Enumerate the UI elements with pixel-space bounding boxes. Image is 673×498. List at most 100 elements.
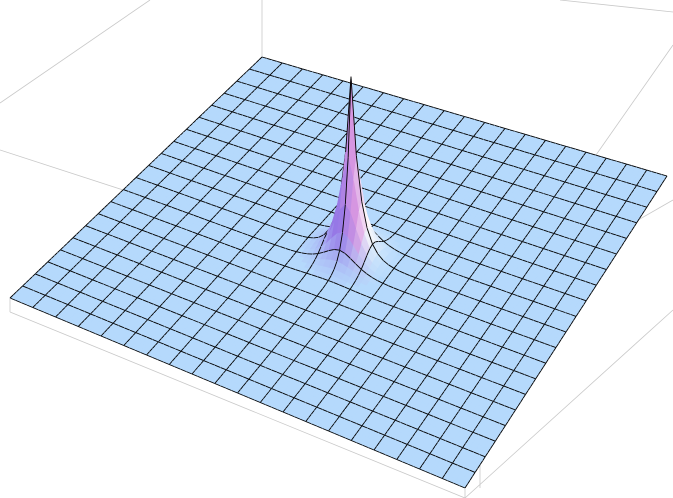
- mesh-line: [188, 151, 193, 155]
- mesh-line: [305, 85, 311, 88]
- mesh-line: [280, 87, 285, 91]
- mesh-line: [309, 112, 314, 117]
- mesh-line: [341, 105, 346, 110]
- mesh-line: [214, 121, 221, 125]
- mesh-line: [420, 104, 425, 109]
- mesh-line: [249, 100, 256, 104]
- mesh-line: [164, 147, 168, 151]
- mesh-line: [302, 68, 308, 71]
- mesh-line: [197, 142, 202, 146]
- mesh-line: [194, 148, 201, 151]
- mesh-line: [243, 124, 248, 129]
- mesh-line: [287, 64, 293, 67]
- mesh-line: [246, 121, 251, 126]
- mesh-line: [160, 150, 165, 154]
- mesh-line: [245, 132, 252, 135]
- mesh-line: [195, 116, 200, 121]
- mesh-line: [291, 131, 295, 136]
- mesh-line: [148, 162, 153, 166]
- mesh-line: [339, 80, 344, 85]
- mesh-line: [256, 84, 261, 88]
- mesh-line: [316, 121, 323, 125]
- mesh-line: [216, 123, 221, 128]
- mesh-line: [179, 131, 184, 136]
- mesh-line: [380, 92, 384, 97]
- mesh-line: [260, 80, 264, 85]
- mesh-line: [433, 107, 440, 110]
- mesh-line: [391, 108, 396, 113]
- mesh-line: [393, 95, 399, 98]
- mesh-line: [269, 71, 274, 76]
- mesh-line: [303, 118, 308, 123]
- mesh-line: [337, 78, 344, 82]
- mesh-line: [428, 105, 435, 109]
- mesh-line: [296, 115, 302, 118]
- mesh-line: [262, 88, 268, 91]
- mesh-line: [295, 82, 301, 85]
- mesh-line: [324, 125, 328, 130]
- mesh-line: [377, 95, 381, 100]
- mesh-line: [192, 119, 197, 124]
- mesh-line: [332, 126, 338, 130]
- mesh-line: [223, 89, 228, 94]
- mesh-line: [239, 97, 245, 101]
- mesh-line: [397, 101, 402, 106]
- mesh-line: [234, 133, 238, 138]
- mesh-line: [301, 117, 307, 120]
- mesh-line: [294, 131, 300, 134]
- mesh-line: [300, 83, 306, 87]
- mesh-line: [191, 148, 196, 152]
- mesh-line: [242, 71, 247, 76]
- mesh-line: [288, 134, 292, 139]
- mesh-line: [255, 59, 260, 64]
- mesh-line: [332, 77, 339, 80]
- mesh-line: [211, 104, 217, 108]
- mesh-line: [353, 92, 358, 97]
- mesh-line: [261, 56, 268, 59]
- mesh-line: [207, 132, 211, 137]
- mesh-line: [231, 136, 235, 141]
- mesh-line: [385, 114, 390, 119]
- mesh-line: [208, 104, 212, 109]
- mesh-line: [354, 116, 360, 120]
- mesh-line: [402, 114, 408, 117]
- mesh-line: [247, 93, 252, 97]
- mesh-line: [266, 139, 273, 142]
- mesh-line: [369, 121, 376, 125]
- mesh-line: [228, 111, 233, 116]
- mesh-line: [271, 140, 278, 144]
- mesh-line: [310, 87, 316, 90]
- mesh-line: [373, 89, 379, 92]
- mesh-line: [236, 77, 241, 82]
- mesh-line: [330, 90, 335, 94]
- mesh-line: [228, 139, 232, 144]
- mesh-line: [362, 112, 367, 116]
- mesh-line: [257, 86, 263, 90]
- mesh-line: [394, 104, 399, 109]
- mesh-line: [161, 152, 167, 156]
- mesh-line: [252, 115, 257, 119]
- mesh-line: [237, 113, 243, 116]
- mesh-line: [278, 62, 283, 67]
- mesh-line: [239, 74, 244, 79]
- mesh-line: [268, 99, 272, 104]
- mesh-line: [366, 103, 372, 107]
- mesh-line: [258, 137, 262, 142]
- mesh-line: [272, 68, 277, 73]
- mesh-line: [270, 107, 276, 110]
- mesh-line: [315, 134, 319, 139]
- mesh-line: [403, 98, 409, 101]
- mesh-line: [340, 96, 347, 99]
- mesh-line: [204, 118, 210, 122]
- mesh-line: [252, 85, 258, 88]
- mesh-line: [400, 98, 405, 103]
- mesh-line: [244, 99, 251, 102]
- mesh-line: [229, 94, 235, 97]
- mesh-line: [277, 90, 282, 95]
- mesh-line: [306, 118, 312, 122]
- mesh-line: [338, 109, 343, 113]
- mesh-line: [335, 94, 342, 98]
- mesh-line: [342, 80, 349, 83]
- mesh-line: [303, 101, 309, 104]
